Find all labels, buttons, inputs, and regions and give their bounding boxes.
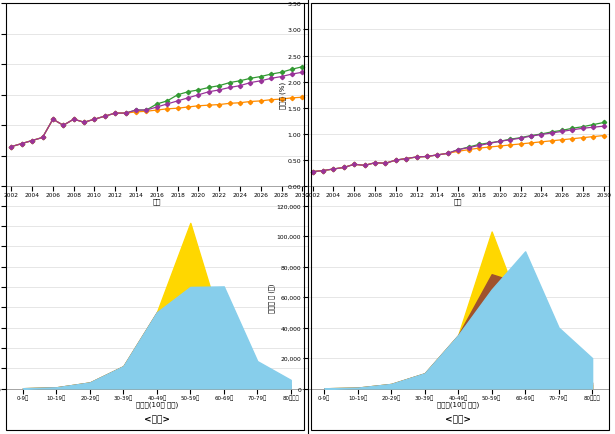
Y-axis label: 유병률 (%): 유병률 (%): [279, 82, 286, 109]
X-axis label: 연령군(10세 단위): 연령군(10세 단위): [437, 401, 479, 407]
X-axis label: 연령군(10세 단위): 연령군(10세 단위): [136, 401, 178, 407]
Legend: [1] GLM, [2] 최소변화율, [3] ARIMA: [1] GLM, [2] 최소변화율, [3] ARIMA: [402, 244, 515, 253]
Text: <여성>: <여성>: [445, 414, 471, 423]
Legend: [1] GLM, [2] 최소변화율, [3] ARIMA: [1] GLM, [2] 최소변화율, [3] ARIMA: [100, 244, 213, 253]
Y-axis label: 유병자 수 (명): 유병자 수 (명): [269, 283, 276, 312]
Text: <남성>: <남성>: [144, 414, 170, 423]
X-axis label: 연도: 연도: [454, 198, 462, 205]
X-axis label: 연도: 연도: [153, 198, 161, 205]
